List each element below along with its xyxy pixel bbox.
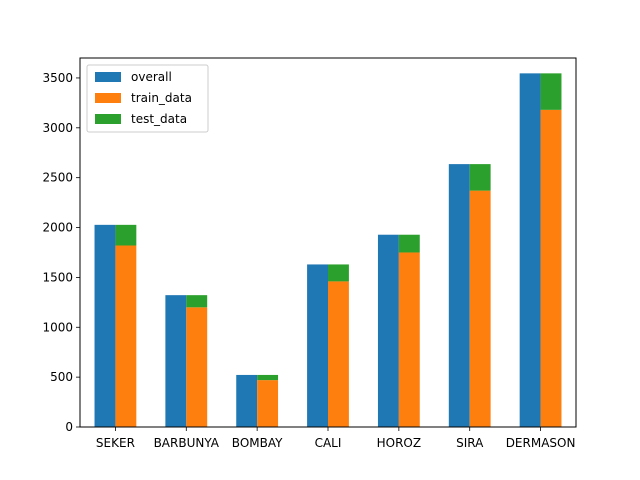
bar-train-horoz bbox=[398, 252, 420, 427]
y-tick-label: 1000 bbox=[42, 320, 73, 334]
x-tick-label: BOMBAY bbox=[232, 436, 283, 450]
legend-swatch-overall bbox=[95, 72, 121, 82]
y-tick-label: 0 bbox=[65, 420, 73, 434]
legend-swatch-train-data bbox=[95, 93, 121, 103]
bar-overall-sira bbox=[448, 164, 470, 427]
y-tick-label: 3500 bbox=[42, 71, 73, 85]
bar-test-bombay bbox=[257, 374, 279, 381]
bar-test-sira bbox=[469, 164, 491, 191]
y-tick-label: 3000 bbox=[42, 121, 73, 135]
bar-overall-seker bbox=[94, 224, 116, 427]
y-tick-label: 2000 bbox=[42, 221, 73, 235]
y-tick-label: 1500 bbox=[42, 270, 73, 284]
x-tick-label: SEKER bbox=[96, 436, 135, 450]
bar-test-barbunya bbox=[186, 295, 208, 308]
legend-label-train-data: train_data bbox=[131, 91, 192, 105]
bar-overall-barbunya bbox=[165, 295, 187, 427]
y-tick-label: 500 bbox=[50, 370, 73, 384]
legend-swatch-test-data bbox=[95, 114, 121, 124]
legend-label-overall: overall bbox=[131, 70, 172, 84]
y-tick-label: 2500 bbox=[42, 171, 73, 185]
bar-train-cali bbox=[328, 281, 349, 427]
y-axis: 0 500 1000 1500 2000 2500 3000 3500 bbox=[42, 71, 80, 434]
bar-test-dermason bbox=[540, 73, 562, 110]
bar-test-horoz bbox=[398, 234, 420, 253]
bar-train-sira bbox=[469, 190, 491, 427]
bar-test-seker bbox=[115, 224, 137, 246]
x-tick-label: DERMASON bbox=[506, 436, 576, 450]
bars-group bbox=[94, 73, 562, 428]
legend: overall train_data test_data bbox=[86, 64, 209, 133]
x-tick-label: SIRA bbox=[456, 436, 484, 450]
bar-overall-dermason bbox=[519, 73, 541, 428]
bar-train-bombay bbox=[257, 380, 279, 427]
x-tick-label: CALI bbox=[315, 436, 342, 450]
bar-overall-bombay bbox=[236, 374, 258, 427]
x-tick-label: HOROZ bbox=[377, 436, 421, 450]
bar-overall-cali bbox=[307, 264, 328, 427]
bar-test-cali bbox=[328, 264, 349, 282]
x-axis: SEKER BARBUNYA BOMBAY CALI HOROZ SIRA DERMASON bbox=[96, 427, 576, 450]
x-tick-label: BARBUNYA bbox=[154, 436, 220, 450]
bar-overall-horoz bbox=[377, 234, 399, 427]
bar-train-barbunya bbox=[186, 307, 208, 427]
plot-frame bbox=[79, 57, 577, 428]
bar-train-seker bbox=[115, 245, 137, 427]
bar-train-dermason bbox=[540, 109, 562, 427]
legend-label-test-data: test_data bbox=[131, 112, 187, 126]
